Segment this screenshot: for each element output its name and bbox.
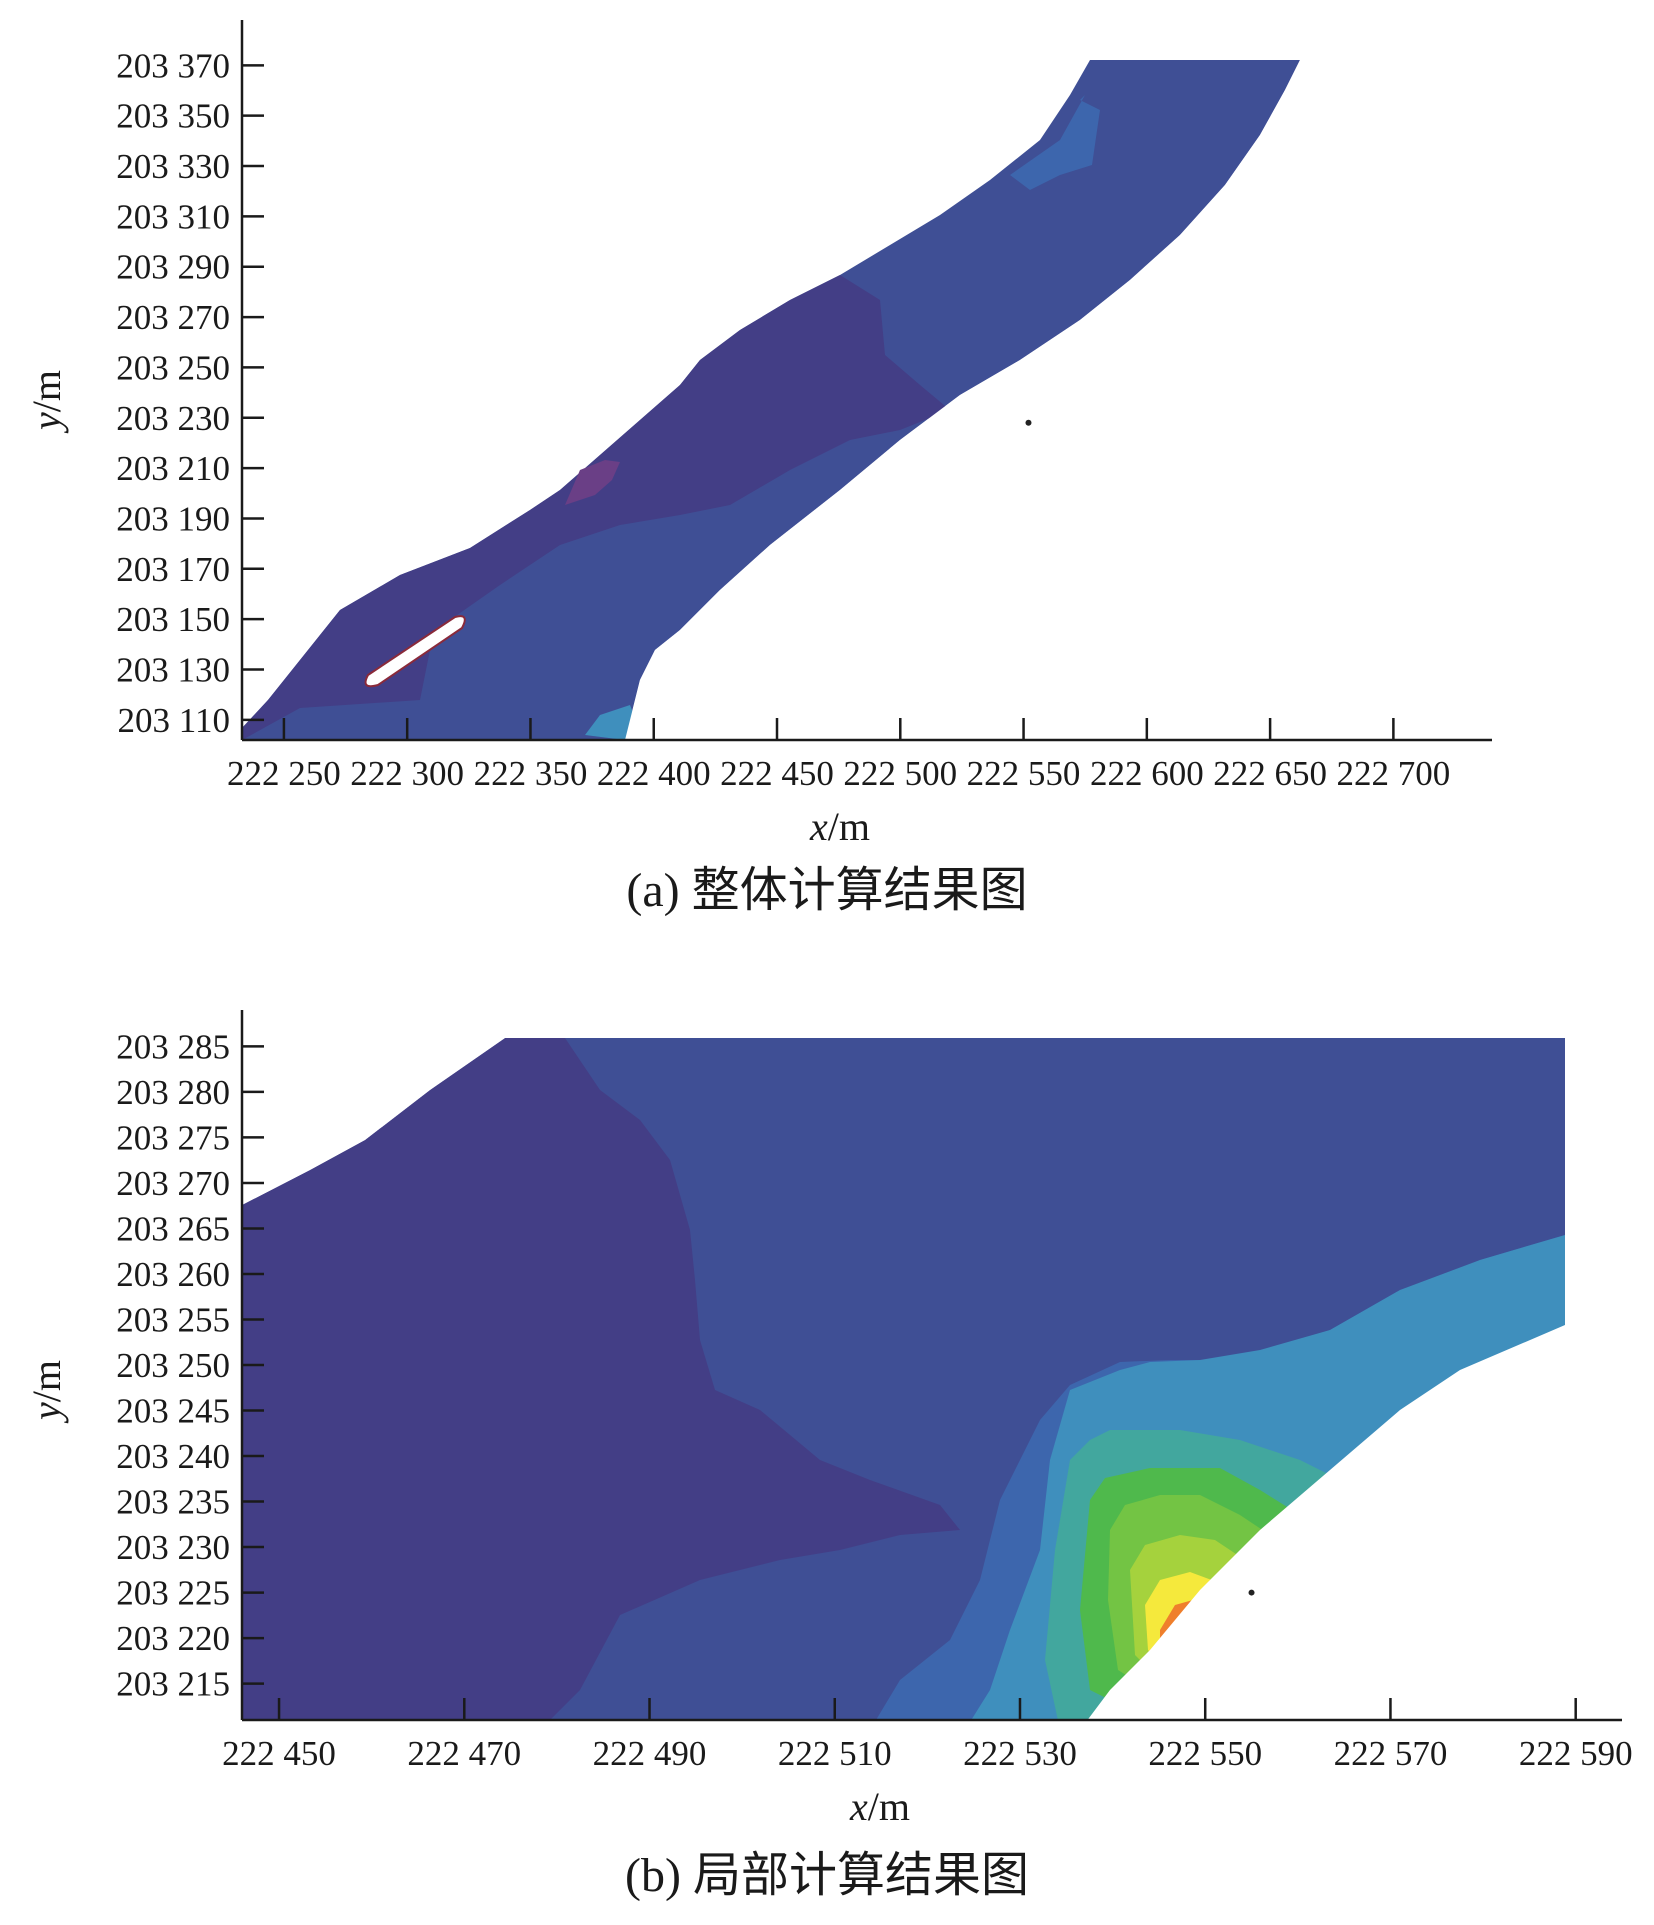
y-tick-label: 203 310 (116, 197, 230, 236)
x-tick-label: 222 490 (593, 1734, 707, 1773)
y-tick-label: 203 215 (116, 1665, 230, 1704)
y-tick-label: 203 230 (116, 1528, 230, 1567)
y-axis-var: y (24, 1402, 69, 1424)
x-tick-label: 222 300 (350, 754, 464, 793)
x-tick-label: 222 530 (963, 1734, 1077, 1773)
x-axis-title: x/m (809, 804, 870, 849)
x-tick-label: 222 350 (474, 754, 588, 793)
y-tick-label: 203 270 (116, 1164, 230, 1203)
y-tick-label: 203 245 (116, 1392, 230, 1431)
y-tick-label: 203 350 (116, 97, 230, 136)
y-tick-label: 203 110 (118, 701, 230, 740)
x-tick-label: 222 590 (1519, 1734, 1633, 1773)
y-tick-label: 203 370 (116, 46, 230, 85)
contour-region-deep (242, 1038, 960, 1720)
x-tick-label: 222 550 (967, 754, 1081, 793)
panel-local: 203 215 203 220 203 225 203 230 203 235 203 2… (0, 990, 1654, 1925)
contour-field-local (242, 1010, 1622, 1720)
x-tick-label: 222 510 (778, 1734, 892, 1773)
y-tick-label: 203 130 (116, 651, 230, 690)
x-tick-label: 222 500 (843, 754, 957, 793)
y-axis-unit: /m (24, 1360, 69, 1402)
contour-region-deep (242, 275, 950, 740)
y-axis-unit: /m (24, 370, 69, 412)
y-tick-label: 203 190 (116, 499, 230, 538)
x-tick-label: 222 450 (222, 1734, 336, 1773)
axes-overall: 203 110 203 130 203 150 203 170 203 190 203 2… (24, 20, 1492, 849)
x-axis-var: x (809, 804, 828, 849)
outer-bank-area-2 (1087, 1325, 1622, 1720)
contour-region-light (1010, 95, 1100, 190)
island (364, 615, 466, 688)
y-tick-label: 203 255 (116, 1300, 230, 1339)
contour-region-spot (565, 460, 620, 505)
y-tick-label: 203 230 (116, 399, 230, 438)
panel-overall: 203 110 203 130 203 150 203 170 203 190 203 2… (0, 0, 1654, 930)
x-tick-label: 222 450 (720, 754, 834, 793)
y-tick-label: 203 235 (116, 1483, 230, 1522)
y-tick-label: 203 330 (116, 147, 230, 186)
y-axis-title: y/m (24, 1360, 69, 1424)
x-axis-unit: /m (828, 804, 870, 849)
local-contour-chart: 203 215 203 220 203 225 203 230 203 235 203 2… (24, 1010, 1633, 1829)
axes-local: 203 215 203 220 203 225 203 230 203 235 203 2… (24, 1010, 1633, 1829)
x-tick-label: 222 700 (1337, 754, 1451, 793)
y-tick-label: 203 225 (116, 1574, 230, 1613)
x-axis-unit: /m (868, 1784, 910, 1829)
y-tick-label: 203 250 (116, 1346, 230, 1385)
y-tick-label: 203 290 (116, 248, 230, 287)
y-tick-label: 203 275 (116, 1118, 230, 1157)
y-axis-var: y (24, 412, 69, 434)
x-tick-label: 222 600 (1090, 754, 1204, 793)
x-tick-label: 222 650 (1213, 754, 1327, 793)
x-tick-label: 222 250 (227, 754, 341, 793)
peak-marker (1248, 1589, 1255, 1596)
y-tick-label: 203 250 (116, 348, 230, 387)
peak-marker (1025, 419, 1032, 426)
y-axis-title: y/m (24, 370, 69, 434)
y-tick-label: 203 285 (116, 1027, 230, 1066)
y-tick-label: 203 270 (116, 298, 230, 337)
caption-local: (b) 局部计算结果图 (625, 1849, 1029, 1902)
top-white-area (242, 1010, 1622, 1205)
contour-field-overall (242, 20, 1492, 740)
y-tick-label: 203 280 (116, 1073, 230, 1112)
y-tick-label: 203 265 (116, 1209, 230, 1248)
x-tick-label: 222 570 (1334, 1734, 1448, 1773)
x-tick-label: 222 400 (597, 754, 711, 793)
contour-region-cyan-2 (585, 705, 640, 740)
y-tick-label: 203 210 (116, 449, 230, 488)
x-tick-label: 222 550 (1148, 1734, 1262, 1773)
y-tick-label: 203 240 (116, 1437, 230, 1476)
outer-bank-area (625, 20, 1492, 740)
x-tick-label: 222 470 (407, 1734, 521, 1773)
y-tick-label: 203 260 (116, 1255, 230, 1294)
caption-overall: (a) 整体计算结果图 (626, 864, 1028, 917)
y-tick-label: 203 150 (116, 600, 230, 639)
y-tick-label: 203 220 (116, 1619, 230, 1658)
y-tick-label: 203 170 (116, 550, 230, 589)
overall-contour-chart: 203 110 203 130 203 150 203 170 203 190 203 2… (24, 20, 1492, 849)
x-axis-title: x/m (849, 1784, 910, 1829)
x-axis-var: x (849, 1784, 868, 1829)
